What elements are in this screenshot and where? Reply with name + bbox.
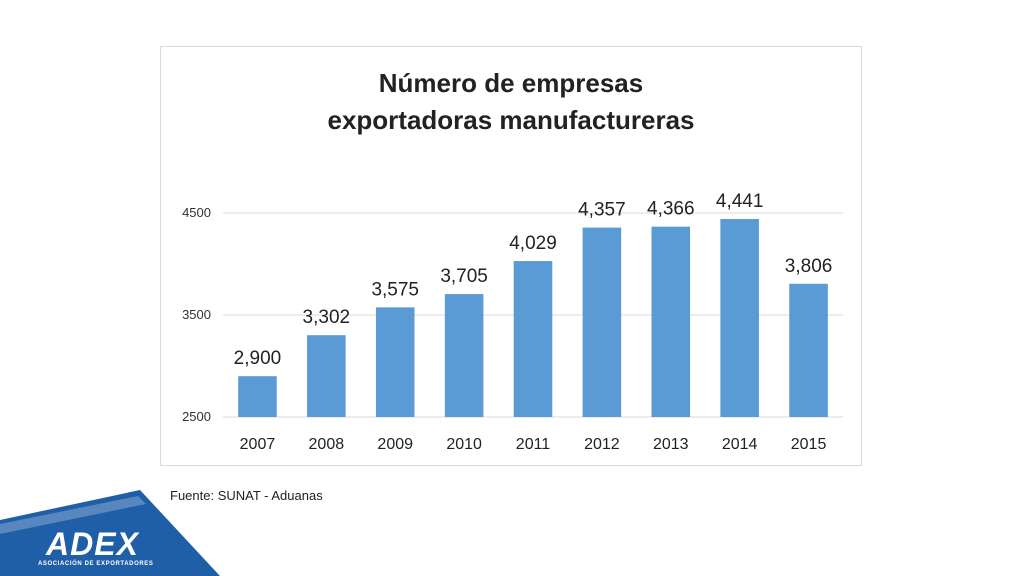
- data-label-2009: 3,575: [371, 279, 419, 300]
- bar-2012: [582, 227, 622, 417]
- data-label-2007: 2,900: [234, 348, 282, 369]
- source-note: Fuente: SUNAT - Aduanas: [170, 488, 323, 503]
- x-tick-label: 2011: [516, 436, 551, 453]
- bar-2009: [375, 307, 415, 417]
- data-label-2015: 3,806: [785, 256, 833, 277]
- bar-2008: [307, 335, 346, 417]
- chart-title: Número de empresas exportadoras manufact…: [327, 68, 695, 135]
- data-label-2011: 4,029: [509, 233, 557, 254]
- data-label-2012: 4,357: [578, 200, 626, 221]
- bar-chart: 2500 3500 4500 2,900 2007 3,302 2008 3,575 2009 3…: [182, 191, 843, 453]
- data-label-2008: 3,302: [303, 307, 351, 328]
- bar-2011: [513, 261, 553, 417]
- x-tick-label: 2009: [377, 436, 413, 453]
- x-tick-label: 2013: [653, 436, 689, 453]
- bar-2014: [720, 219, 759, 417]
- bar-2007: [238, 376, 277, 417]
- x-tick-label: 2010: [446, 436, 482, 453]
- x-tick-label: 2015: [791, 436, 827, 453]
- y-tick-label: 2500: [182, 409, 211, 424]
- y-tick-label: 3500: [182, 307, 211, 322]
- x-tick-label: 2014: [722, 436, 758, 453]
- x-tick-label: 2008: [309, 436, 345, 453]
- x-tick-label: 2007: [240, 436, 276, 453]
- logo-band-shape: [0, 490, 220, 576]
- data-label-2014: 4,441: [716, 191, 764, 212]
- y-tick-label: 4500: [182, 205, 211, 220]
- bar-2010: [444, 294, 484, 417]
- chart-frame: Número de empresas exportadoras manufact…: [160, 46, 862, 466]
- bar-2015: [789, 283, 828, 417]
- x-tick-label: 2012: [584, 436, 620, 453]
- adex-logo-subtitle: ASOCIACIÓN DE EXPORTADORES: [38, 561, 154, 567]
- data-label-2013: 4,366: [647, 199, 695, 220]
- adex-logo: ADEX: [46, 526, 139, 562]
- bar-2013: [651, 226, 691, 417]
- data-label-2010: 3,705: [440, 266, 488, 287]
